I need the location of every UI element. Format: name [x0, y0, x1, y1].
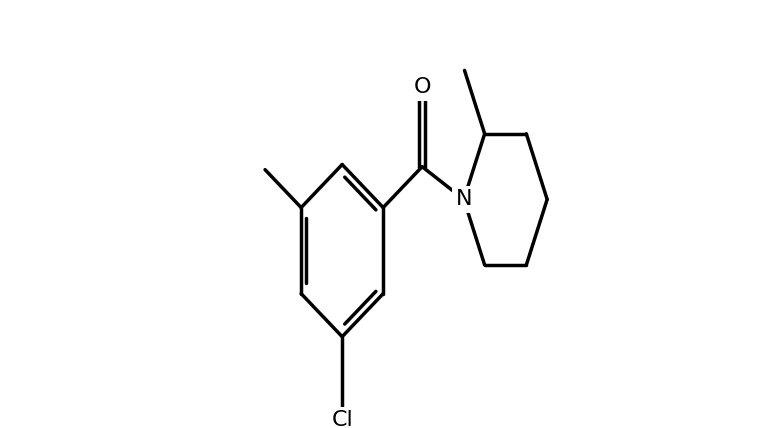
- Text: Cl: Cl: [331, 410, 353, 428]
- Text: N: N: [456, 189, 472, 209]
- Text: O: O: [413, 77, 431, 98]
